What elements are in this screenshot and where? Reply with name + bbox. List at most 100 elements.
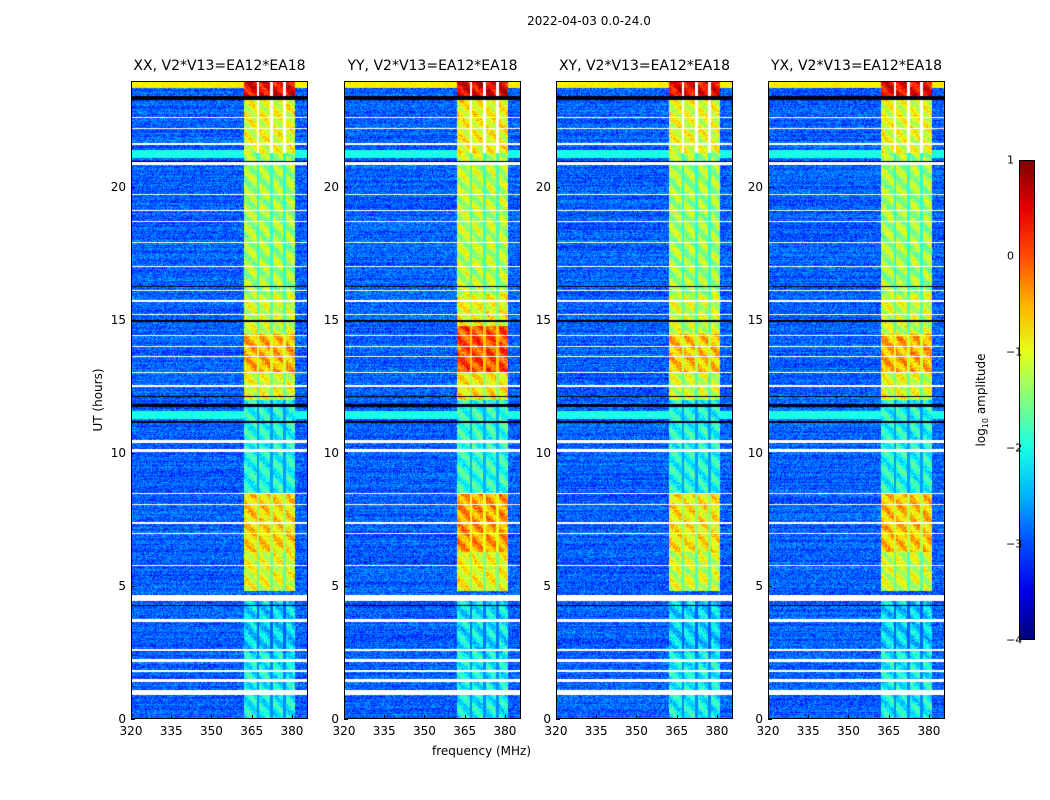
x-tick-label: 380: [280, 724, 304, 738]
y-tick-label: 5: [118, 579, 126, 594]
x-tick-label: 380: [917, 724, 941, 738]
colorbar-tick-label: −3: [1006, 537, 1023, 551]
x-tick-mark: [556, 715, 557, 719]
x-tick-mark: [848, 715, 850, 719]
y-tick-mark: [344, 586, 348, 588]
x-tick-label: 350: [413, 724, 436, 738]
heatmap-image: [131, 81, 308, 719]
x-tick-mark: [768, 715, 769, 719]
y-tick-mark: [131, 187, 135, 189]
panel-title: XY, V2*V13=EA12*EA18: [558, 58, 731, 74]
colorbar-tick-label: −4: [1006, 633, 1023, 647]
x-tick-label: 320: [544, 724, 568, 738]
y-tick-mark: [344, 719, 348, 720]
y-tick-mark: [131, 320, 135, 322]
panel-title: XX, V2*V13=EA12*EA18: [133, 58, 306, 74]
x-tick-mark: [251, 715, 253, 719]
x-tick-label: 335: [796, 724, 820, 738]
x-tick-mark: [888, 715, 890, 719]
y-tick-label: 15: [535, 313, 551, 328]
y-tick-mark: [556, 320, 560, 322]
x-tick-mark: [171, 715, 173, 719]
y-tick-mark: [344, 320, 348, 322]
colorbar: [1019, 160, 1035, 640]
y-tick-mark: [768, 320, 772, 322]
y-tick-label: 0: [543, 712, 551, 726]
x-tick-mark: [131, 715, 132, 719]
figure-title: 2022-04-03 0.0-24.0: [527, 14, 651, 28]
y-tick-mark: [556, 453, 560, 455]
heatmap-image: [556, 81, 733, 719]
panel-title: YX, V2*V13=EA12*EA18: [770, 58, 943, 74]
y-tick-label: 15: [323, 313, 339, 328]
x-tick-mark: [211, 715, 213, 719]
x-tick-label: 335: [159, 724, 183, 738]
heatmap-image: [768, 81, 945, 719]
heatmap-image: [344, 81, 521, 719]
y-tick-mark: [131, 719, 135, 720]
x-axis-label: frequency (MHz): [432, 744, 532, 758]
y-tick-label: 20: [323, 180, 339, 195]
y-tick-mark: [768, 453, 772, 455]
x-tick-mark: [384, 715, 386, 719]
x-tick-mark: [291, 715, 293, 719]
x-tick-label: 320: [119, 724, 143, 738]
y-tick-mark: [344, 453, 348, 455]
y-tick-label: 0: [118, 712, 126, 726]
y-tick-mark: [131, 586, 135, 588]
x-tick-mark: [344, 715, 345, 719]
y-tick-mark: [768, 719, 772, 720]
x-tick-label: 350: [200, 724, 223, 738]
x-tick-label: 365: [665, 724, 689, 738]
x-tick-mark: [808, 715, 810, 719]
y-tick-label: 10: [323, 446, 339, 461]
y-tick-label: 10: [110, 446, 126, 461]
y-tick-mark: [556, 586, 560, 588]
x-tick-label: 320: [332, 724, 356, 738]
x-tick-mark: [596, 715, 598, 719]
y-tick-mark: [768, 586, 772, 588]
y-tick-mark: [344, 187, 348, 189]
y-tick-label: 15: [110, 313, 126, 328]
x-tick-mark: [464, 715, 466, 719]
x-tick-mark: [636, 715, 638, 719]
x-tick-mark: [928, 715, 930, 719]
y-tick-label: 10: [535, 446, 551, 461]
y-tick-label: 20: [747, 180, 763, 195]
y-tick-mark: [556, 719, 560, 720]
colorbar-tick-label: 1: [1007, 153, 1014, 167]
waterfall-panel-2: YY, V2*V13=EA12*EA18 320 335 350 365 380 0 5 10 1…: [324, 58, 521, 738]
x-tick-label: 335: [584, 724, 608, 738]
y-tick-label: 0: [331, 712, 339, 726]
y-tick-label: 15: [747, 313, 763, 328]
x-tick-label: 380: [705, 724, 729, 738]
y-tick-label: 5: [331, 579, 339, 594]
colorbar-label: log10 amplitude: [973, 353, 991, 447]
waterfall-panel-1: XX, V2*V13=EA12*EA18 320 335 350 365 380 0 5 10 1…: [111, 58, 308, 738]
x-tick-label: 350: [625, 724, 648, 738]
y-tick-label: 20: [110, 180, 126, 195]
x-tick-mark: [424, 715, 426, 719]
x-tick-label: 335: [372, 724, 396, 738]
colorbar-tick-label: −1: [1006, 345, 1023, 359]
colorbar-tick-label: −2: [1006, 441, 1023, 455]
y-tick-label: 5: [543, 579, 551, 594]
x-tick-label: 380: [493, 724, 517, 738]
y-tick-label: 0: [755, 712, 763, 726]
x-tick-label: 365: [240, 724, 264, 738]
x-tick-label: 365: [453, 724, 477, 738]
y-tick-mark: [556, 187, 560, 189]
waterfall-panel-4: YX, V2*V13=EA12*EA18 320 335 350 365 380 0 5 10 1…: [748, 58, 945, 738]
x-tick-label: 320: [756, 724, 780, 738]
x-tick-label: 365: [877, 724, 901, 738]
y-tick-label: 10: [747, 446, 763, 461]
x-tick-mark: [676, 715, 678, 719]
colorbar-tick-label: 0: [1007, 249, 1014, 263]
waterfall-panel-3: XY, V2*V13=EA12*EA18 320 335 350 365 380 0 5 10 1…: [536, 58, 733, 738]
y-axis-label: UT (hours): [91, 368, 105, 432]
x-tick-label: 350: [837, 724, 860, 738]
y-tick-mark: [768, 187, 772, 189]
x-tick-mark: [716, 715, 718, 719]
x-tick-mark: [504, 715, 506, 719]
